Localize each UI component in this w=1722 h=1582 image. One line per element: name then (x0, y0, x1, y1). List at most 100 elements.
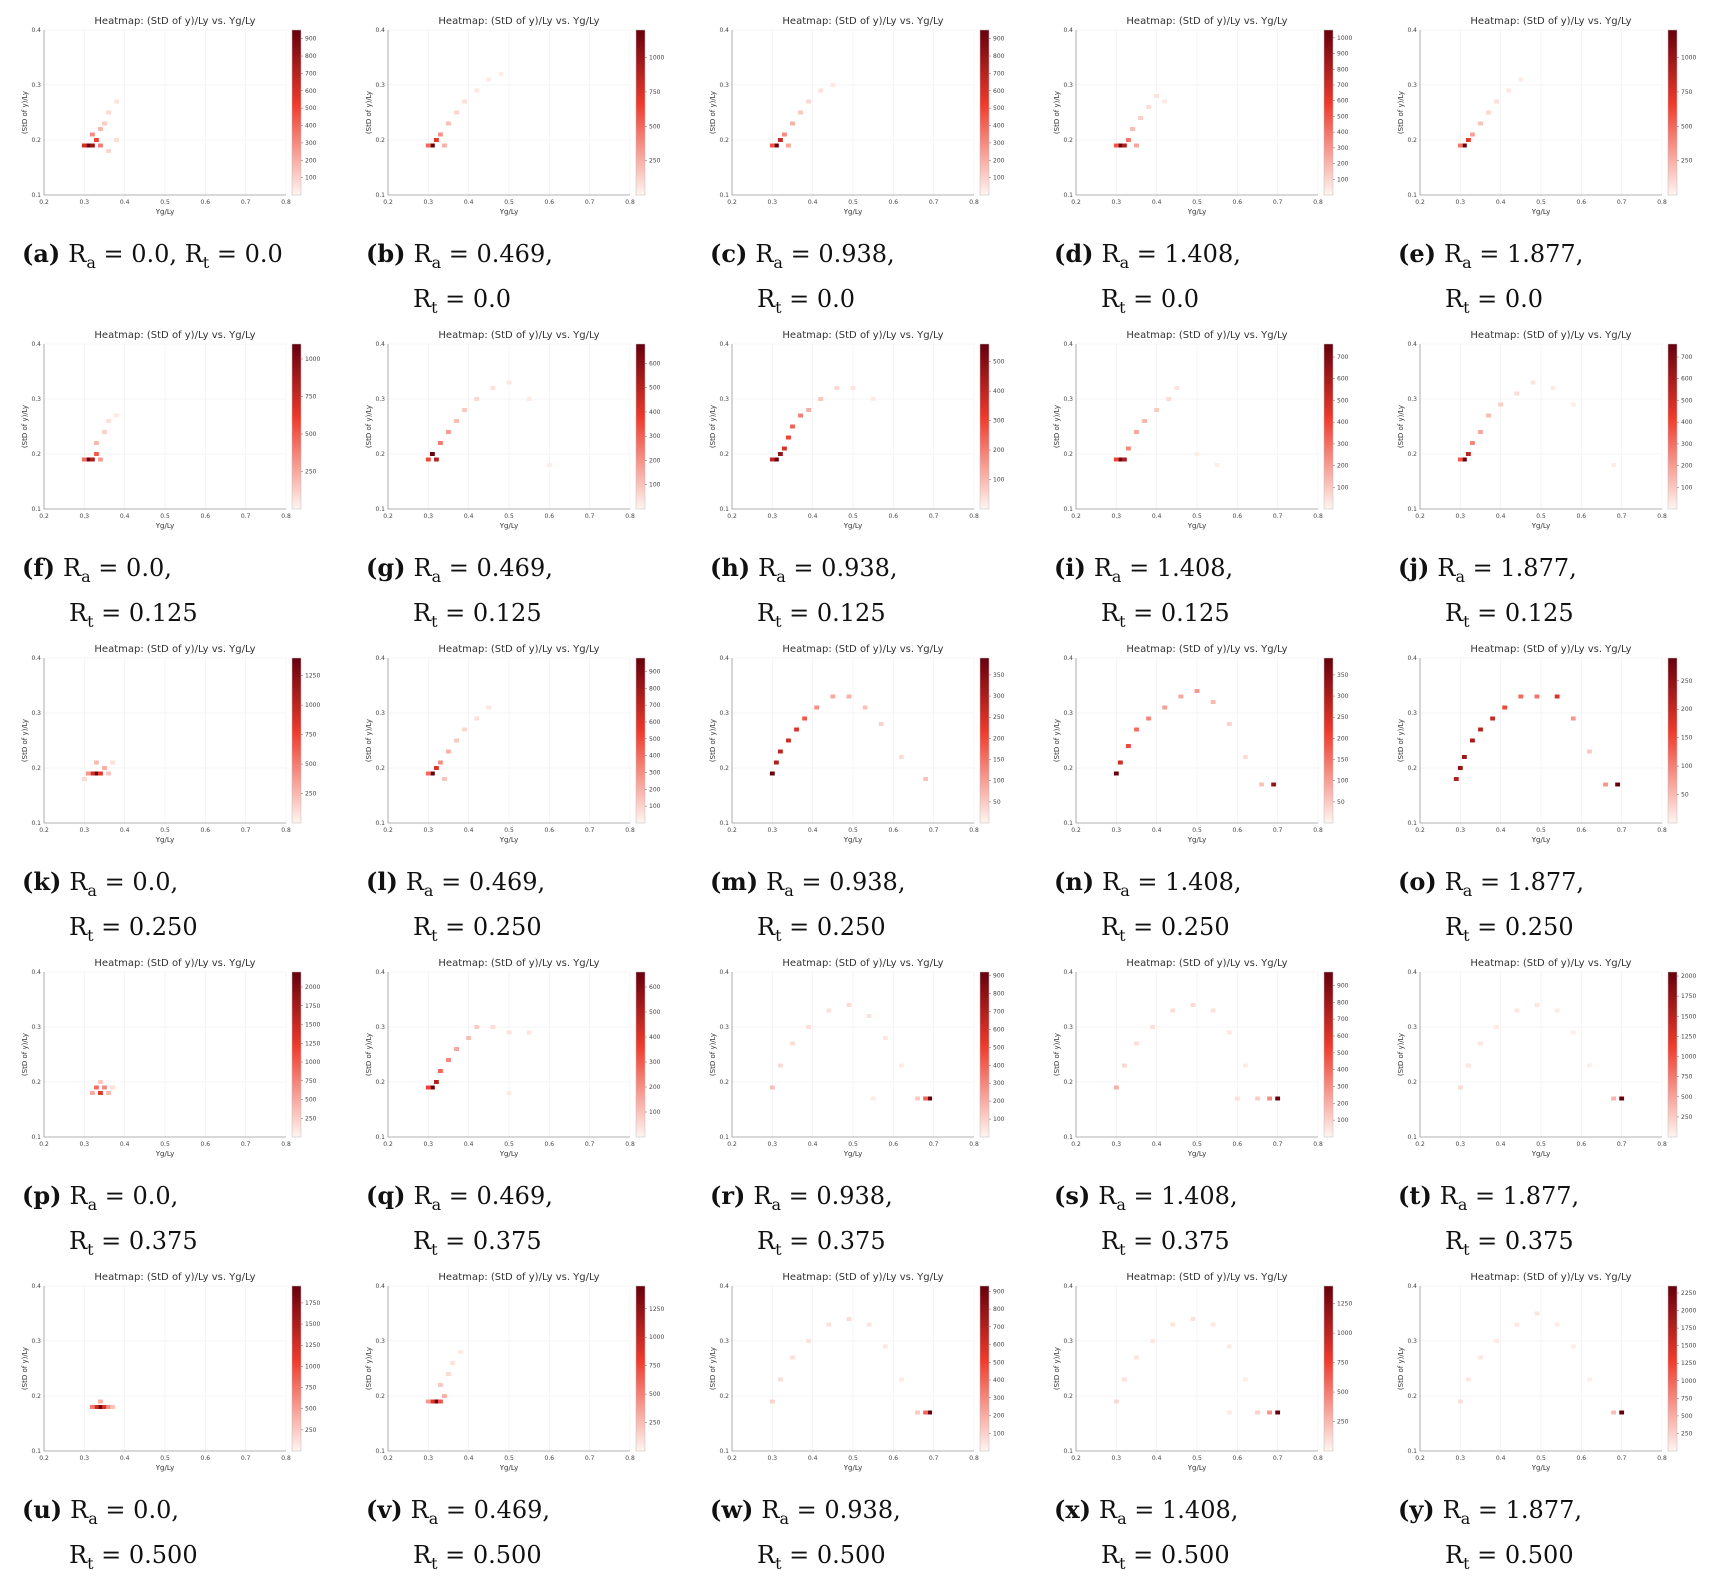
x-tick-label: 0.6 (201, 513, 211, 520)
heatmap-panel-t: Heatmap: (StD of y)/Ly vs. Yg/Ly 0.2 0.3 0.… (1380, 946, 1720, 1260)
colorbar-tick-label: 500 (1681, 123, 1693, 130)
caption-label: (r) (710, 1181, 746, 1210)
y-axis-label: (StD of y)/Ly (365, 1033, 373, 1076)
heatmap-cell (102, 1405, 107, 1409)
colorbar-tick-label: 400 (1337, 1067, 1349, 1074)
x-tick-label: 0.8 (281, 1455, 291, 1462)
x-tick-label: 0.4 (1152, 513, 1162, 520)
chart-title: Heatmap: (StD of y)/Ly vs. Yg/Ly (782, 1272, 943, 1283)
x-tick-label: 0.8 (281, 199, 291, 206)
colorbar-tick-label: 1250 (1681, 1360, 1696, 1367)
y-tick-label: 0.3 (1063, 1338, 1073, 1345)
heatmap-svg: Heatmap: (StD of y)/Ly vs. Yg/Ly 0.2 0.3 0.… (1397, 1272, 1696, 1472)
colorbar-tick-label: 1500 (1681, 1343, 1696, 1350)
x-tick-label: 0.5 (1536, 1141, 1546, 1148)
caption-ra-value: 0.938, (818, 240, 895, 268)
caption-ra-symbol: Ra = (410, 1496, 474, 1528)
heatmap-cell (98, 457, 103, 462)
caption-line-ra: (p) Ra = 0.0, (22, 1178, 342, 1223)
heatmap-cell (806, 408, 812, 412)
y-axis-label: (StD of y)/Ly (1397, 91, 1405, 134)
colorbar-tick-label: 100 (993, 1430, 1005, 1437)
x-tick-label: 0.2 (1071, 1141, 1081, 1148)
colorbar-tick-label: 750 (649, 1363, 661, 1370)
x-tick-label: 0.8 (1313, 827, 1323, 834)
caption-ra-symbol: Ra = (413, 240, 477, 272)
caption-label: (w) (710, 1495, 754, 1524)
caption-rt-value: 0.500 (472, 1541, 542, 1569)
caption-line-ra: (y) Ra = 1.877, (1398, 1492, 1718, 1537)
heatmap-cell (1226, 1410, 1232, 1415)
colorbar-tick-label: 500 (993, 1044, 1005, 1051)
colorbar-tick-label: 500 (305, 761, 317, 768)
colorbar-tick-label: 250 (1681, 158, 1693, 165)
subfigure-caption: (t) Ra = 1.877, Rt = 0.375 (1398, 1178, 1718, 1268)
heatmap-panel-y: Heatmap: (StD of y)/Ly vs. Yg/Ly 0.2 0.3 0.… (1380, 1260, 1720, 1574)
colorbar-tick-label: 1250 (1681, 1033, 1696, 1040)
colorbar (979, 971, 990, 1138)
heatmap-cell (1121, 1377, 1127, 1382)
y-tick-label: 0.3 (1407, 710, 1417, 717)
x-tick-label: 0.8 (969, 827, 979, 834)
x-axis-label: Yg/Ly (1187, 208, 1206, 216)
caption-rt-value: 0.0 (1504, 285, 1544, 313)
axis-frame (1419, 30, 1662, 196)
colorbar-tick-label: 1750 (305, 1300, 320, 1307)
caption-line-rt: Rt = 0.0 (710, 281, 1030, 326)
x-tick-label: 0.5 (1536, 1455, 1546, 1462)
heatmap-cell (927, 1410, 933, 1415)
heatmap-cell (433, 457, 439, 462)
caption-ra-value: 0.469, (476, 1182, 553, 1210)
colorbar (291, 1285, 302, 1452)
heatmap-cell (98, 771, 103, 776)
heatmap-panel-r: Heatmap: (StD of y)/Ly vs. Yg/Ly 0.2 0.3 0.… (692, 946, 1032, 1260)
heatmap-panel-f: Heatmap: (StD of y)/Ly vs. Yg/Ly 0.2 0.3 0.… (4, 318, 344, 632)
x-tick-label: 0.5 (848, 513, 858, 520)
heatmap-cell (1457, 1085, 1463, 1090)
colorbar-tick-label: 400 (649, 753, 661, 760)
colorbar-tick-label: 300 (1337, 145, 1349, 152)
heatmap-cell (1134, 1041, 1139, 1046)
heatmap-cell (1534, 1003, 1540, 1007)
heatmap-cell (486, 705, 492, 710)
x-tick-label: 0.7 (1273, 1141, 1283, 1148)
caption-ra-symbol: Ra = (1439, 1182, 1503, 1214)
heatmap-cell (526, 397, 532, 401)
heatmap-cell (1226, 1344, 1232, 1349)
y-tick-label: 0.1 (1407, 506, 1417, 513)
heatmap-cell (1154, 94, 1160, 98)
caption-rt-symbol: Rt = (757, 913, 817, 945)
colorbar (291, 343, 302, 510)
y-tick-label: 0.4 (31, 655, 41, 662)
caption-line-rt: Rt = 0.0 (366, 281, 686, 326)
x-tick-label: 0.8 (625, 827, 635, 834)
y-tick-label: 0.4 (719, 969, 729, 976)
y-tick-label: 0.3 (719, 1338, 729, 1345)
heatmap-svg: Heatmap: (StD of y)/Ly vs. Yg/Ly 0.2 0.3 0.… (709, 16, 1005, 216)
caption-ra-symbol: Ra = (1099, 1496, 1163, 1528)
x-tick-label: 0.3 (1112, 1141, 1122, 1148)
y-axis-label: (StD of y)/Ly (709, 1347, 717, 1390)
x-tick-label: 0.7 (929, 199, 939, 206)
colorbar-tick-label: 150 (1681, 735, 1693, 742)
colorbar-tick-label: 750 (1681, 1395, 1693, 1402)
heatmap-cell (830, 83, 836, 87)
x-tick-label: 0.8 (1657, 827, 1667, 834)
heatmap-cell (1126, 446, 1131, 451)
colorbar-tick-label: 500 (1337, 397, 1349, 404)
caption-line-ra: (k) Ra = 0.0, (22, 864, 342, 909)
x-axis-label: Yg/Ly (499, 1464, 518, 1472)
colorbar (1667, 29, 1678, 196)
subfigure-caption: (m) Ra = 0.938, Rt = 0.250 (710, 864, 1030, 954)
y-axis-label: (StD of y)/Ly (365, 91, 373, 134)
x-tick-label: 0.2 (383, 1141, 393, 1148)
heatmap-cell (862, 705, 868, 710)
x-tick-label: 0.7 (1273, 199, 1283, 206)
colorbar-tick-label: 350 (1337, 672, 1349, 679)
colorbar-tick-label: 1000 (649, 1334, 664, 1341)
heatmap-cell (102, 1085, 107, 1090)
x-tick-label: 0.4 (1152, 827, 1162, 834)
x-tick-label: 0.3 (768, 827, 778, 834)
colorbar (1667, 657, 1678, 824)
y-tick-label: 0.3 (719, 82, 729, 89)
